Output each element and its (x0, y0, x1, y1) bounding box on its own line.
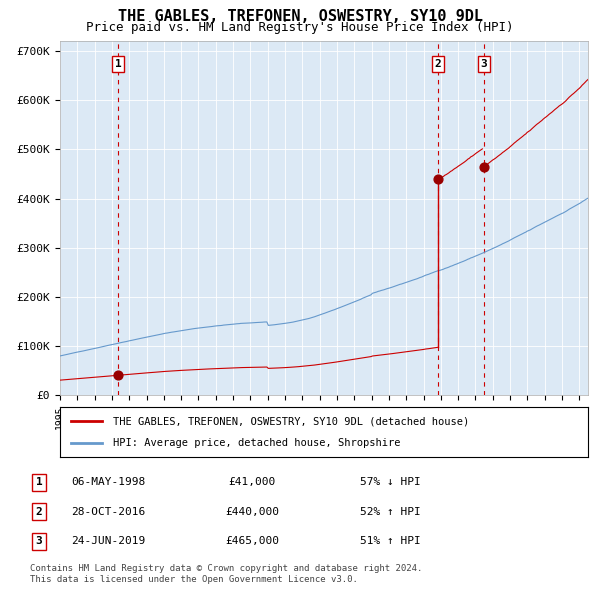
Text: Price paid vs. HM Land Registry's House Price Index (HPI): Price paid vs. HM Land Registry's House … (86, 21, 514, 34)
Text: 2: 2 (434, 59, 441, 69)
Text: 06-MAY-1998: 06-MAY-1998 (71, 477, 145, 487)
Point (479, 162, 488, 172)
Text: This data is licensed under the Open Government Licence v3.0.: This data is licensed under the Open Gov… (30, 575, 358, 584)
Text: 3: 3 (481, 59, 487, 69)
Text: £465,000: £465,000 (225, 536, 279, 546)
Text: 3: 3 (35, 536, 43, 546)
Text: THE GABLES, TREFONEN, OSWESTRY, SY10 9DL (detached house): THE GABLES, TREFONEN, OSWESTRY, SY10 9DL… (113, 416, 469, 426)
Text: 24-JUN-2019: 24-JUN-2019 (71, 536, 145, 546)
Point (433, 174, 443, 183)
Text: 1: 1 (115, 59, 121, 69)
Text: THE GABLES, TREFONEN, OSWESTRY, SY10 9DL: THE GABLES, TREFONEN, OSWESTRY, SY10 9DL (118, 9, 482, 24)
Text: £41,000: £41,000 (229, 477, 275, 487)
Text: 1: 1 (35, 477, 43, 487)
Point (113, 371, 123, 380)
Text: HPI: Average price, detached house, Shropshire: HPI: Average price, detached house, Shro… (113, 438, 400, 448)
Text: £440,000: £440,000 (225, 507, 279, 517)
Text: Contains HM Land Registry data © Crown copyright and database right 2024.: Contains HM Land Registry data © Crown c… (30, 565, 422, 573)
Text: 52% ↑ HPI: 52% ↑ HPI (359, 507, 421, 517)
Text: 28-OCT-2016: 28-OCT-2016 (71, 507, 145, 517)
Text: 57% ↓ HPI: 57% ↓ HPI (359, 477, 421, 487)
Text: 2: 2 (35, 507, 43, 517)
Text: 51% ↑ HPI: 51% ↑ HPI (359, 536, 421, 546)
